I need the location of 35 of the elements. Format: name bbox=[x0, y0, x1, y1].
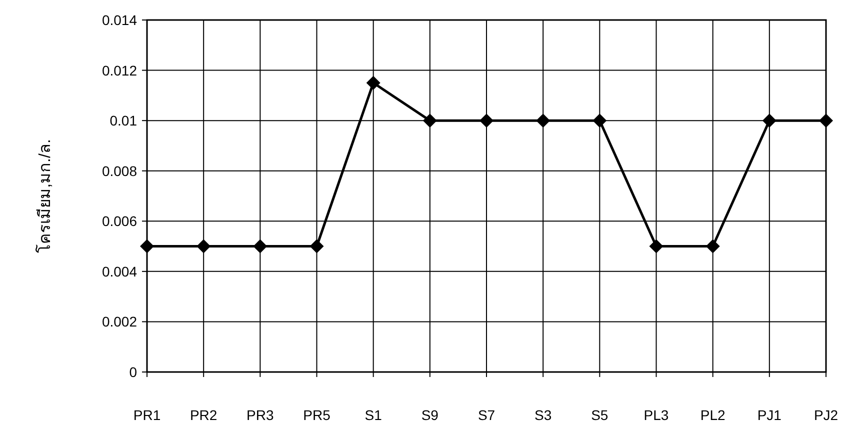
point bbox=[536, 114, 550, 128]
y-tick-label: 0.004 bbox=[102, 263, 138, 280]
x-tick-label: PR2 bbox=[190, 407, 218, 423]
x-tick-label: PL2 bbox=[700, 407, 726, 423]
point bbox=[310, 239, 324, 254]
point bbox=[480, 114, 494, 128]
x-tick-label: S5 bbox=[591, 407, 608, 423]
point bbox=[253, 239, 268, 254]
x-tick-label: PR3 bbox=[246, 407, 274, 423]
point bbox=[762, 114, 776, 128]
point bbox=[196, 239, 211, 254]
y-tick-label: 0.006 bbox=[102, 213, 138, 230]
x-tick-label: PJ1 bbox=[757, 407, 782, 423]
point bbox=[140, 239, 154, 254]
y-tick-label: 0.002 bbox=[102, 314, 138, 330]
point bbox=[366, 76, 380, 90]
y-tick-label: 0 bbox=[129, 364, 138, 380]
x-tick-label: S7 bbox=[478, 407, 496, 423]
point bbox=[649, 239, 664, 254]
x-tick-label: S3 bbox=[534, 407, 552, 423]
y-tick-label: 0.01 bbox=[110, 112, 138, 129]
x-tick-label: PL3 bbox=[644, 407, 669, 423]
x-tick-label: PR1 bbox=[133, 407, 161, 423]
y-tick-label: 0.008 bbox=[102, 162, 138, 179]
x-tick-label: PJ2 bbox=[814, 407, 838, 423]
point bbox=[706, 239, 720, 254]
point bbox=[819, 114, 833, 128]
y-axis-title: โครเมียม,มก./ล. bbox=[35, 139, 54, 253]
point bbox=[592, 114, 607, 128]
y-tick-label: 0.014 bbox=[102, 12, 138, 28]
x-tick-label: PR5 bbox=[303, 407, 331, 423]
x-tick-label: S1 bbox=[364, 407, 382, 423]
point bbox=[422, 114, 437, 128]
x-tick-label: S9 bbox=[421, 407, 439, 423]
y-tick-label: 0.012 bbox=[102, 62, 138, 78]
